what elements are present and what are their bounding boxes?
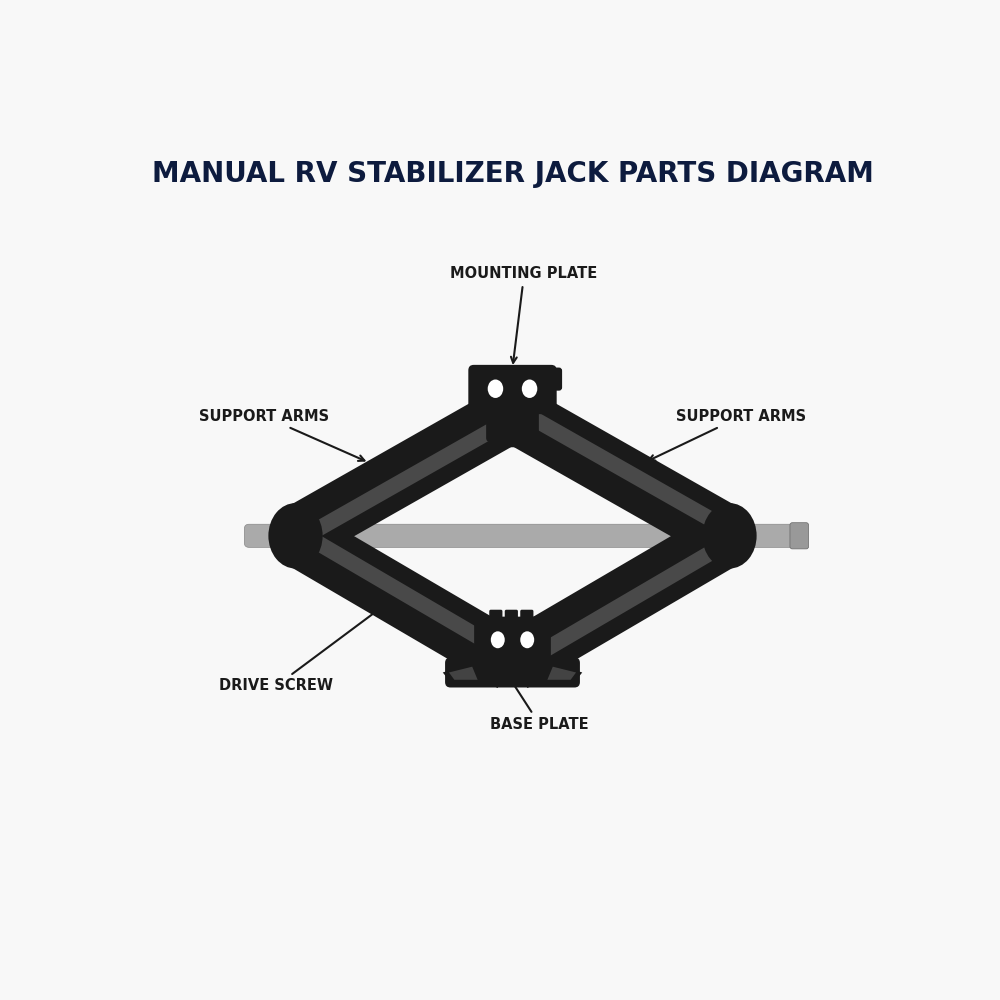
Polygon shape (443, 663, 482, 682)
FancyBboxPatch shape (445, 657, 580, 687)
Text: BASE PLATE: BASE PLATE (490, 675, 589, 732)
Text: DRIVE SCREW: DRIVE SCREW (219, 608, 381, 693)
Polygon shape (449, 667, 478, 680)
Text: MOUNTING PLATE: MOUNTING PLATE (450, 266, 598, 363)
FancyBboxPatch shape (790, 523, 809, 549)
Ellipse shape (520, 631, 534, 648)
Polygon shape (511, 534, 736, 674)
FancyBboxPatch shape (498, 430, 509, 447)
FancyBboxPatch shape (539, 368, 562, 391)
Polygon shape (281, 387, 527, 561)
Polygon shape (547, 667, 576, 680)
Ellipse shape (702, 503, 757, 569)
FancyBboxPatch shape (505, 610, 518, 625)
FancyBboxPatch shape (486, 405, 539, 442)
Polygon shape (294, 410, 519, 547)
Ellipse shape (522, 379, 537, 398)
Polygon shape (294, 525, 519, 665)
FancyBboxPatch shape (523, 430, 535, 447)
FancyBboxPatch shape (480, 368, 503, 391)
FancyBboxPatch shape (489, 610, 502, 625)
FancyBboxPatch shape (474, 617, 551, 664)
Polygon shape (281, 511, 527, 688)
Text: SUPPORT ARMS: SUPPORT ARMS (649, 409, 806, 461)
Polygon shape (544, 663, 582, 682)
FancyBboxPatch shape (244, 524, 804, 547)
FancyBboxPatch shape (515, 430, 526, 447)
Text: SUPPORT ARMS: SUPPORT ARMS (199, 409, 364, 461)
Polygon shape (498, 387, 744, 561)
FancyBboxPatch shape (468, 365, 557, 414)
Ellipse shape (488, 379, 503, 398)
Polygon shape (511, 401, 736, 538)
Ellipse shape (491, 631, 505, 648)
FancyBboxPatch shape (489, 430, 501, 447)
Polygon shape (498, 511, 744, 688)
FancyBboxPatch shape (506, 430, 518, 447)
Ellipse shape (268, 503, 323, 569)
Text: MANUAL RV STABILIZER JACK PARTS DIAGRAM: MANUAL RV STABILIZER JACK PARTS DIAGRAM (152, 160, 873, 188)
FancyBboxPatch shape (520, 610, 533, 625)
